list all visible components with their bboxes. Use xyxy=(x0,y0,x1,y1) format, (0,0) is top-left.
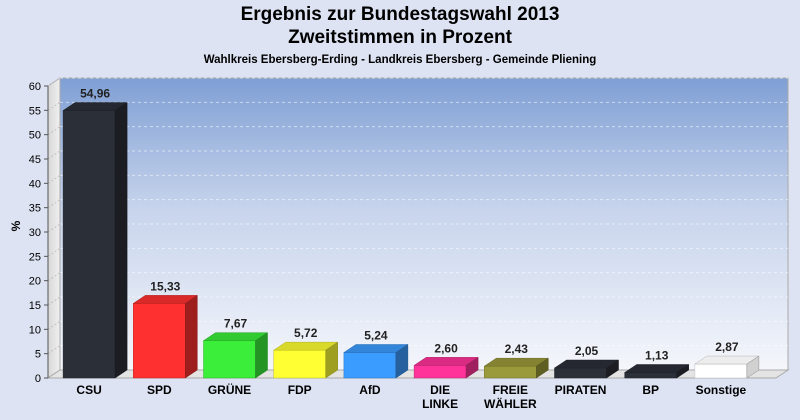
bar-piraten xyxy=(553,359,620,379)
bar-side xyxy=(676,364,689,379)
bar-side xyxy=(395,344,409,379)
bar-front xyxy=(133,303,186,379)
x-tick-label: Sonstige xyxy=(696,383,747,397)
gridline-wall xyxy=(47,174,61,184)
bar-front xyxy=(62,110,116,379)
bar-bp xyxy=(623,364,690,379)
x-tick-label: DIE LINKE xyxy=(422,383,458,411)
y-tick-label: 45 xyxy=(29,154,41,166)
bar-side xyxy=(255,332,268,379)
y-tick-label: 55 xyxy=(29,105,41,117)
bar-front xyxy=(343,352,397,379)
x-tick-label: AfD xyxy=(359,383,381,397)
x-tick-label: GRÜNE xyxy=(208,382,251,397)
y-axis-label: % xyxy=(9,220,23,231)
x-tick-label: BP xyxy=(642,383,659,397)
bar-spd xyxy=(132,294,199,379)
bar-front xyxy=(273,349,326,379)
gridline-wall xyxy=(47,150,61,160)
data-label: 54,96 xyxy=(80,87,110,101)
bar-side xyxy=(746,355,760,379)
data-label: 2,05 xyxy=(575,344,599,358)
bar-afd xyxy=(343,344,409,379)
bar-front xyxy=(694,363,748,379)
bar-side xyxy=(465,356,479,379)
bar-grüne xyxy=(202,332,269,379)
y-tick-label: 40 xyxy=(29,178,41,190)
gridline-wall xyxy=(47,345,61,355)
gridline-wall xyxy=(47,296,61,306)
chart-subtitle: Wahlkreis Ebersberg-Erding - Landkreis E… xyxy=(203,54,597,66)
bar-front xyxy=(203,340,256,379)
bar-fdp xyxy=(272,341,339,379)
gridline-wall xyxy=(47,101,61,111)
y-tick-label: 5 xyxy=(35,349,41,361)
gridline-wall xyxy=(47,320,61,330)
y-tick-label: 60 xyxy=(29,81,41,93)
gridline-wall xyxy=(47,199,61,209)
plot-left-wall xyxy=(47,77,61,379)
gridline-wall xyxy=(47,247,61,257)
bar-side xyxy=(325,341,338,379)
bar-front xyxy=(484,365,537,379)
bar-die-linke xyxy=(413,356,479,379)
data-label: 15,33 xyxy=(150,279,180,293)
data-label: 1,13 xyxy=(645,349,669,363)
data-label: 2,60 xyxy=(434,341,458,355)
bar-front xyxy=(624,372,677,379)
y-tick-label: 25 xyxy=(29,251,41,263)
bar-sonstige xyxy=(694,355,760,379)
data-label: 2,43 xyxy=(505,342,529,356)
bar-front xyxy=(554,367,607,379)
y-tick-label: 15 xyxy=(29,300,41,312)
bar-side xyxy=(606,359,619,379)
y-tick-label: 0 xyxy=(35,373,41,385)
x-tick-label: CSU xyxy=(76,383,101,397)
bar-front xyxy=(413,365,467,379)
gridline-wall xyxy=(47,223,61,233)
x-tick-label: SPD xyxy=(147,383,172,397)
data-label: 5,24 xyxy=(364,328,388,342)
y-tick-label: 20 xyxy=(29,276,41,288)
y-tick-label: 30 xyxy=(29,227,41,239)
chart-title-line2: Zweitstimmen in Prozent xyxy=(288,27,512,48)
y-tick-label: 10 xyxy=(29,324,41,336)
chart-title-line1: Ergebnis zur Bundestagswahl 2013 xyxy=(240,4,560,25)
bar-side xyxy=(114,102,128,379)
bar-csu xyxy=(62,102,128,379)
data-label: 7,67 xyxy=(224,317,248,331)
bar-side xyxy=(536,357,549,379)
data-label: 2,87 xyxy=(715,340,739,354)
data-label: 5,72 xyxy=(294,326,318,340)
x-tick-label: PIRATEN xyxy=(555,383,607,397)
gridline-wall xyxy=(47,126,61,136)
y-tick-label: 50 xyxy=(29,130,41,142)
gridline-wall xyxy=(47,77,61,87)
gridline-wall xyxy=(47,272,61,282)
x-tick-label: FDP xyxy=(288,383,312,397)
x-tick-label: FREIE WÄHLER xyxy=(484,383,537,411)
y-tick-label: 35 xyxy=(29,203,41,215)
bar-freie-wähler xyxy=(483,357,550,379)
bar-side xyxy=(185,294,198,379)
